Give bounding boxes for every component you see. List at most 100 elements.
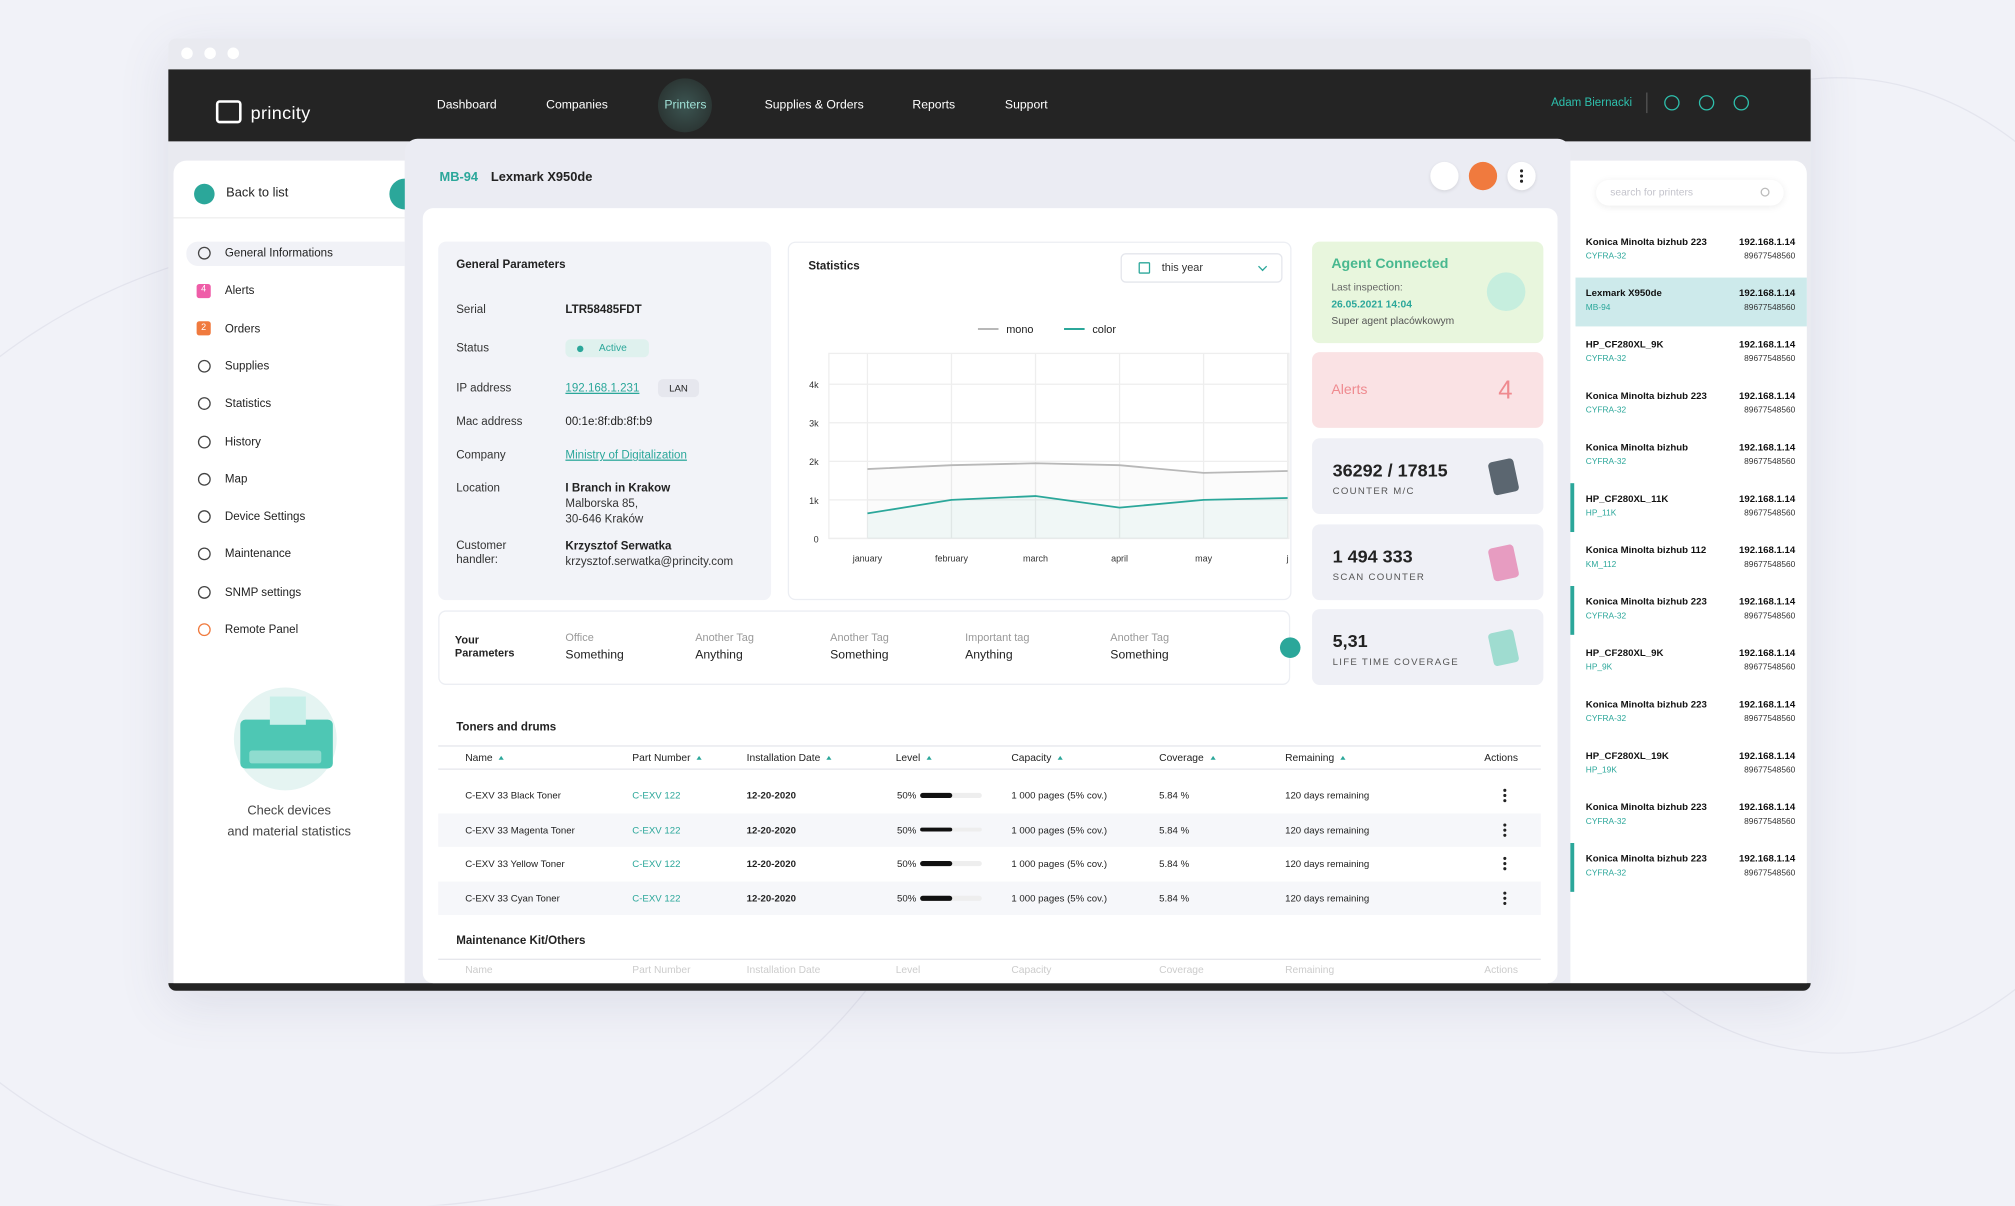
nav-item[interactable]: Supplies & Orders <box>764 98 864 113</box>
menu-icon <box>197 510 211 524</box>
menu-item[interactable]: History <box>224 434 261 448</box>
nav-item[interactable]: Companies <box>546 98 608 113</box>
column-header[interactable]: Coverage <box>1159 752 1216 764</box>
param-label: Company <box>456 447 506 461</box>
printer-name[interactable]: Konica Minolta bizhub 223 <box>1585 390 1707 402</box>
period-select[interactable] <box>1120 253 1283 283</box>
level-bar <box>920 792 953 798</box>
printer-name[interactable]: Konica Minolta bizhub 223 <box>1585 595 1707 608</box>
printer-group: CYFRA-32 <box>1585 252 1627 262</box>
table-cell: 1 000 pages (5% cov.) <box>1011 858 1108 870</box>
alerts-card[interactable] <box>1312 352 1544 428</box>
column-header[interactable]: Name <box>465 752 505 764</box>
params-card <box>438 241 772 601</box>
more-button[interactable] <box>1501 788 1509 803</box>
y-tick-label: 3k <box>809 419 819 429</box>
param-value[interactable]: Ministry of Digitalization <box>565 447 687 461</box>
param-value: 30-646 Kraków <box>565 512 644 526</box>
more-button[interactable] <box>1518 168 1526 183</box>
column-header: Capacity <box>1011 964 1052 976</box>
nav-item[interactable]: Printers <box>664 98 707 113</box>
menu-item[interactable]: Map <box>224 472 248 485</box>
series-area <box>867 463 1288 539</box>
nav-item[interactable]: Dashboard <box>436 98 497 113</box>
more-button[interactable] <box>1501 856 1509 871</box>
back-link[interactable]: Back to list <box>226 186 289 201</box>
tag-value: Something <box>1110 648 1169 663</box>
param-value[interactable]: 192.168.1.231 <box>565 381 640 395</box>
search-box[interactable] <box>1596 179 1784 206</box>
column-header[interactable]: Level <box>896 752 932 764</box>
menu-item[interactable]: Statistics <box>224 396 272 410</box>
device-name: Lexmark X950de <box>490 170 593 186</box>
column-header: Actions <box>1484 964 1518 976</box>
param-value: LTR58485FDT <box>565 302 642 316</box>
menu-icon <box>197 397 211 411</box>
menu-item[interactable]: General Informations <box>224 246 333 260</box>
menu-item[interactable]: Remote Panel <box>224 622 299 636</box>
top-bar <box>168 69 1811 142</box>
table-cell: 5.84 % <box>1159 823 1190 836</box>
window-dot <box>226 46 239 59</box>
printer-name[interactable]: HP_CF280XL_9K <box>1585 647 1664 659</box>
printer-ip: 192.168.1.14 <box>1738 852 1796 865</box>
printer-ip: 192.168.1.14 <box>1738 698 1796 711</box>
column-header[interactable]: Installation Date <box>747 752 832 764</box>
nav-icon[interactable] <box>1733 95 1749 111</box>
table-cell: C-EXV 33 Black Toner <box>465 789 561 802</box>
menu-item[interactable]: Device Settings <box>224 509 306 523</box>
counter-label: LIFE TIME COVERAGE <box>1332 656 1459 668</box>
x-tick-label: j <box>1286 554 1289 564</box>
printer-name[interactable]: Konica Minolta bizhub 223 <box>1585 852 1707 865</box>
more-button[interactable] <box>1501 822 1509 837</box>
printer-name[interactable]: Konica Minolta bizhub 223 <box>1585 801 1707 813</box>
nav-active-bg <box>657 78 712 133</box>
period-value[interactable]: this year <box>1161 260 1203 274</box>
printer-serial: 89677548560 <box>1744 406 1796 416</box>
menu-icon <box>197 359 211 373</box>
printer-group: CYFRA-32 <box>1585 817 1627 827</box>
column-header[interactable]: Part Number <box>632 752 703 764</box>
link-button[interactable] <box>1430 161 1459 191</box>
printer-name[interactable]: HP_CF280XL_19K <box>1585 749 1669 762</box>
printer-name[interactable]: Konica Minolta bizhub 223 <box>1585 235 1707 248</box>
printer-group: CYFRA-32 <box>1585 868 1627 878</box>
back-icon[interactable] <box>194 183 215 205</box>
menu-icon <box>197 585 211 599</box>
search-input[interactable]: search for printers <box>1610 186 1694 199</box>
promo-paper <box>269 696 306 725</box>
table-cell: 1 000 pages (5% cov.) <box>1011 892 1108 905</box>
menu-item[interactable]: Supplies <box>224 359 270 373</box>
printer-group: MB-94 <box>1585 303 1611 313</box>
view-button[interactable] <box>1468 161 1498 191</box>
column-header[interactable]: Remaining <box>1285 752 1346 764</box>
menu-item[interactable]: Maintenance <box>224 547 292 561</box>
nav-icon[interactable] <box>1698 95 1715 111</box>
nav-item[interactable]: Reports <box>912 98 956 113</box>
printer-name[interactable]: Konica Minolta bizhub 112 <box>1585 544 1707 556</box>
menu-item[interactable]: Orders <box>224 321 261 335</box>
table-cell: 50% <box>896 858 917 870</box>
nav-icon[interactable] <box>1664 95 1680 111</box>
more-button[interactable] <box>1501 891 1509 906</box>
menu-item[interactable]: Alerts <box>224 283 255 297</box>
printer-name[interactable]: HP_CF280XL_11K <box>1585 492 1669 505</box>
series-line <box>867 462 1288 474</box>
back-divider <box>173 217 405 219</box>
y-tick-label: 2k <box>809 457 819 467</box>
printer-name[interactable]: Konica Minolta bizhub 223 <box>1585 698 1707 711</box>
printer-ip: 192.168.1.14 <box>1738 441 1796 453</box>
menu-item[interactable]: SNMP settings <box>224 585 302 598</box>
printer-serial: 89677548560 <box>1744 714 1796 724</box>
nav-item[interactable]: Support <box>1004 98 1048 113</box>
printer-serial: 89677548560 <box>1744 766 1796 776</box>
frame-bottom <box>168 983 1811 991</box>
printer-name[interactable]: Lexmark X950de <box>1585 287 1662 299</box>
add-param[interactable] <box>1279 637 1301 658</box>
printer-ip: 192.168.1.14 <box>1738 749 1796 762</box>
printer-name[interactable]: Konica Minolta bizhub <box>1585 441 1689 453</box>
printer-name[interactable]: HP_CF280XL_9K <box>1585 338 1664 351</box>
column-header[interactable]: Capacity <box>1011 752 1063 764</box>
table-cell: 50% <box>896 823 917 836</box>
